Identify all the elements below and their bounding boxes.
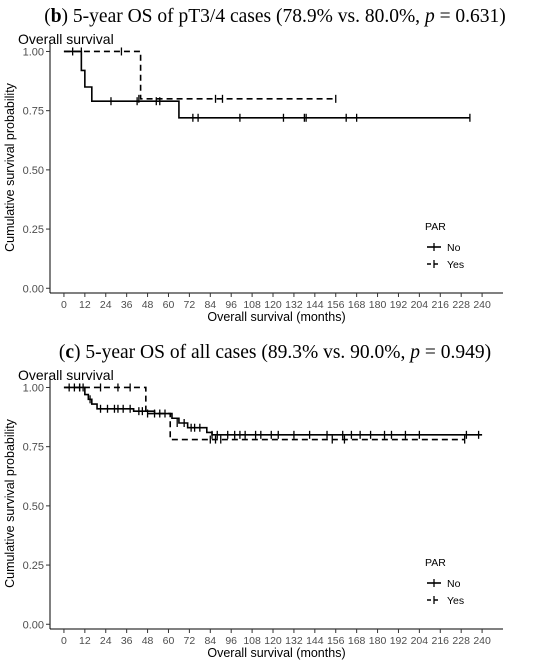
y-tick-label: 0.75 — [23, 442, 44, 454]
x-tick-label: 120 — [264, 635, 282, 647]
x-tick-label: 108 — [243, 299, 261, 311]
caption-text: 5-year OS of pT3/4 cases (78.9% vs. 80.0… — [68, 6, 425, 27]
x-tick-label: 12 — [79, 635, 91, 647]
y-tick-label: 0.75 — [23, 106, 44, 118]
caption-p-value: = 0.949) — [420, 342, 492, 363]
x-tick-label: 108 — [243, 635, 261, 647]
x-tick-label: 72 — [184, 299, 196, 311]
x-tick-label: 180 — [369, 299, 387, 311]
x-tick-label: 36 — [121, 299, 133, 311]
x-tick-label: 132 — [285, 299, 303, 311]
legend-label: No — [447, 242, 461, 254]
caption-paren: ) — [61, 6, 69, 27]
x-tick-label: 60 — [163, 299, 175, 311]
x-tick-label: 84 — [204, 635, 216, 647]
x-tick-label: 228 — [452, 635, 470, 647]
x-tick-label: 72 — [184, 635, 196, 647]
y-tick-label: 0.50 — [23, 501, 44, 513]
x-tick-label: 180 — [369, 635, 387, 647]
y-tick-label: 0.00 — [23, 619, 44, 631]
chart-subtitle: Overall survival — [18, 367, 114, 383]
x-tick-label: 216 — [432, 635, 450, 647]
x-tick-label: 12 — [79, 299, 91, 311]
x-tick-label: 96 — [225, 299, 237, 311]
x-tick-label: 132 — [285, 635, 303, 647]
caption-text: 5-year OS of all cases (89.3% vs. 90.0%, — [80, 342, 411, 363]
x-tick-label: 60 — [163, 635, 175, 647]
x-tick-label: 144 — [306, 635, 324, 647]
caption-paren: ( — [44, 6, 51, 27]
y-tick-label: 1.00 — [23, 382, 44, 394]
x-tick-label: 192 — [390, 299, 408, 311]
x-tick-label: 156 — [327, 299, 345, 311]
caption-p-symbol: p — [410, 342, 421, 363]
caption-p-value: = 0.631) — [434, 6, 506, 27]
caption-p-symbol: p — [424, 6, 435, 27]
x-tick-label: 0 — [61, 299, 67, 311]
x-tick-label: 156 — [327, 635, 345, 647]
x-tick-label: 216 — [432, 299, 450, 311]
y-tick-label: 0.25 — [23, 560, 44, 572]
y-axis-title: Cumulative survival probability — [3, 82, 17, 252]
x-axis-title: Overall survival (months) — [207, 310, 345, 324]
km-chart: Overall survival 0.00 0.25 0.50 0.75 1.00 0 12 2… — [3, 367, 503, 660]
series-line-no — [63, 386, 483, 436]
x-tick-label: 0 — [61, 635, 67, 647]
y-tick-label: 0.50 — [23, 165, 44, 177]
x-tick-label: 24 — [100, 299, 112, 311]
panel-caption: (c) 5-year OS of all cases (89.3% vs. 90… — [0, 342, 550, 364]
x-tick-label: 84 — [204, 299, 216, 311]
panel-c: (c) 5-year OS of all cases (89.3% vs. 90… — [0, 336, 550, 666]
x-tick-label: 204 — [411, 635, 429, 647]
series-line-no — [63, 50, 470, 119]
x-tick-label: 144 — [306, 299, 324, 311]
x-tick-label: 168 — [348, 299, 366, 311]
km-chart: Overall survival 0.00 0.25 0.50 0.75 1.00 0 12 2… — [3, 31, 503, 324]
y-axis-title: Cumulative survival probability — [3, 418, 17, 588]
series-line-yes — [63, 50, 336, 100]
caption-paren: ) — [73, 342, 81, 363]
panel-caption: (b) 5-year OS of pT3/4 cases (78.9% vs. … — [0, 6, 550, 28]
legend-title: PAR — [425, 557, 446, 569]
x-axis-title: Overall survival (months) — [207, 646, 345, 660]
y-tick-label: 0.25 — [23, 224, 44, 236]
x-tick-label: 240 — [473, 299, 491, 311]
panel-b: (b) 5-year OS of pT3/4 cases (78.9% vs. … — [0, 0, 550, 330]
legend-label: Yes — [447, 595, 464, 607]
caption-paren: ( — [58, 342, 66, 363]
x-tick-label: 120 — [264, 299, 282, 311]
x-tick-label: 48 — [142, 635, 154, 647]
series-line-yes — [63, 386, 465, 441]
legend-label: No — [447, 578, 461, 590]
caption-letter: c — [65, 342, 74, 363]
x-tick-label: 24 — [100, 635, 112, 647]
x-tick-label: 168 — [348, 635, 366, 647]
x-tick-label: 204 — [411, 299, 429, 311]
legend-label: Yes — [447, 259, 464, 271]
y-tick-label: 0.00 — [23, 283, 44, 295]
x-tick-label: 96 — [225, 635, 237, 647]
legend-title: PAR — [425, 221, 446, 233]
caption-letter: b — [50, 6, 62, 27]
chart-subtitle: Overall survival — [18, 31, 114, 47]
x-tick-label: 36 — [121, 635, 133, 647]
x-tick-label: 228 — [452, 299, 470, 311]
x-tick-label: 48 — [142, 299, 154, 311]
y-tick-label: 1.00 — [23, 46, 44, 58]
x-tick-label: 192 — [390, 635, 408, 647]
x-tick-label: 240 — [473, 635, 491, 647]
